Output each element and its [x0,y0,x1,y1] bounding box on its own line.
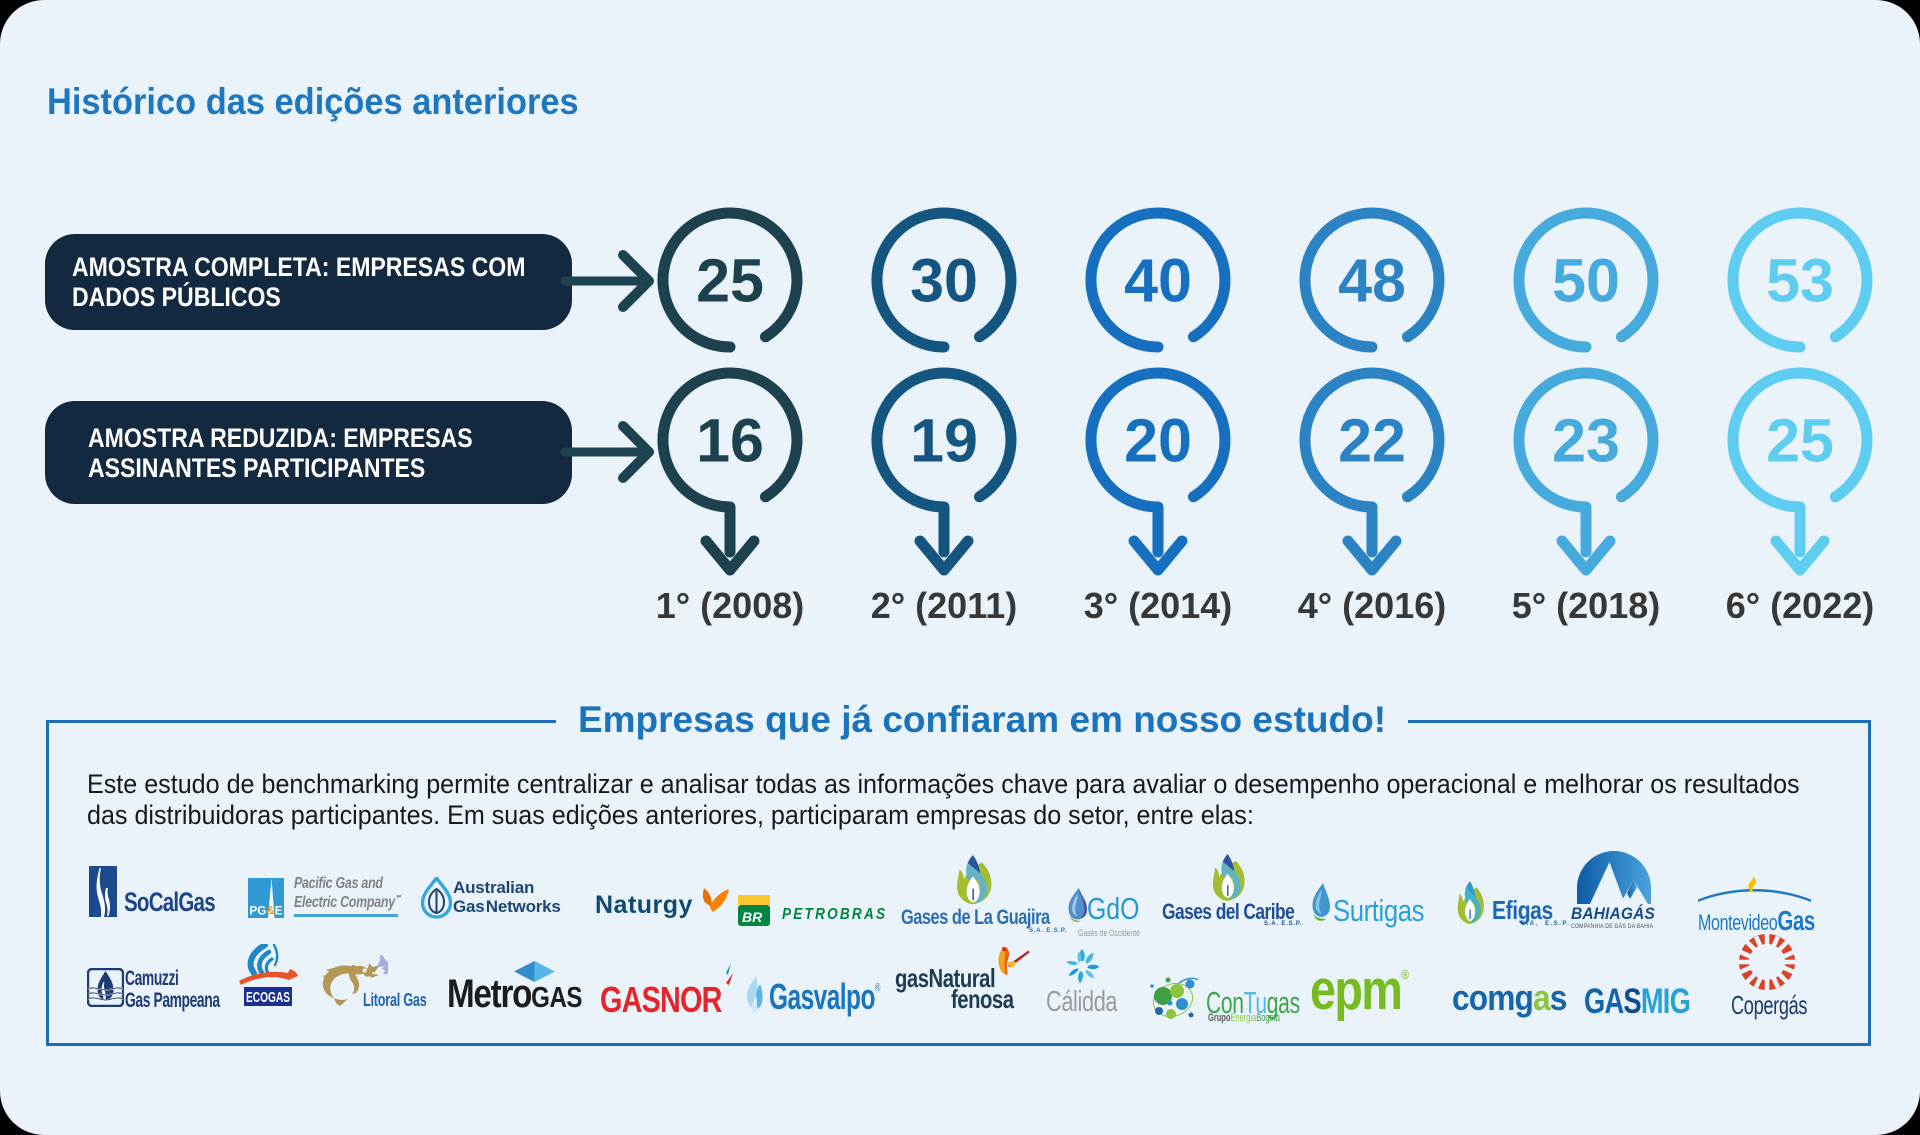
svg-text:48: 48 [1338,247,1406,315]
svg-text:25: 25 [696,247,764,315]
svg-text:25: 25 [1766,407,1834,475]
svg-text:22: 22 [1338,407,1406,475]
svg-text:30: 30 [910,247,978,315]
svg-text:BR: BR [742,909,763,925]
svg-text:19: 19 [910,407,978,475]
svg-text:ECOGAS: ECOGAS [246,990,290,1006]
svg-text:PG&E: PG&E [250,904,283,918]
svg-text:23: 23 [1552,407,1620,475]
svg-text:40: 40 [1124,247,1192,315]
svg-text:16: 16 [696,407,764,475]
svg-text:50: 50 [1552,247,1620,315]
svg-text:53: 53 [1766,247,1834,315]
svg-text:20: 20 [1124,407,1192,475]
